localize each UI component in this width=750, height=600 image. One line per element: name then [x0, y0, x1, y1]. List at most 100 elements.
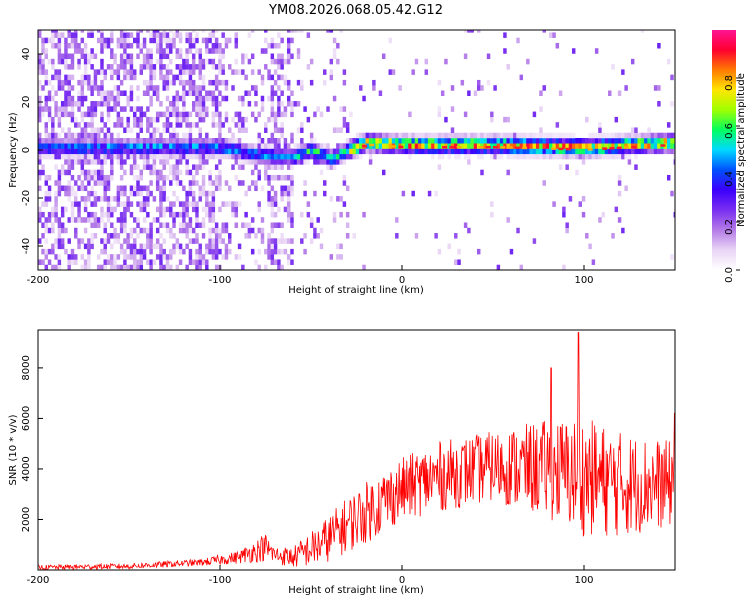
spectrogram-cell: [70, 32, 75, 38]
spectrogram-cell: [359, 85, 363, 91]
spectrogram-cell: [522, 132, 527, 139]
spectrogram-cell: [182, 143, 186, 149]
spectrogram-cell: [201, 58, 206, 65]
spectrogram-cell: [326, 159, 330, 165]
spectrogram-cell: [103, 222, 107, 228]
x-tick-label: 0: [399, 275, 405, 286]
spectrogram-cell: [116, 138, 121, 144]
spectrogram-cell: [119, 264, 124, 270]
spectrogram-cell: [218, 148, 222, 155]
spectrogram-cell: [513, 138, 517, 144]
spectrogram-cell: [155, 148, 160, 155]
spectrogram-cell: [41, 153, 45, 160]
spectrogram-cell: [116, 90, 121, 96]
spectrogram-cell: [558, 148, 563, 155]
spectrogram-cell: [129, 164, 134, 170]
spectrogram-cell: [277, 95, 281, 102]
spectrogram-cell: [96, 127, 101, 133]
spectrogram-cell: [267, 69, 271, 75]
spectrogram-cell: [447, 148, 451, 155]
spectrogram-cell: [545, 143, 550, 149]
spectrogram-cell: [185, 64, 189, 70]
spectrogram-cell: [159, 248, 163, 255]
spectrogram-cell: [133, 254, 137, 260]
spectrogram-cell: [51, 116, 55, 123]
spectrogram-cell: [198, 164, 202, 170]
spectrogram-cell: [260, 148, 265, 155]
spectrogram-cell: [260, 227, 265, 234]
spectrogram-cell: [90, 211, 94, 218]
spectrogram-cell: [93, 138, 98, 144]
spectrogram-cell: [67, 111, 71, 118]
spectrogram-cell: [565, 222, 569, 228]
spectrogram-cell: [290, 222, 294, 228]
spectrogram-cell: [188, 153, 193, 160]
spectrogram-cell: [283, 190, 288, 197]
spectrogram-cell: [257, 132, 261, 139]
spectrogram-cell: [44, 138, 49, 144]
spectrogram-cell: [309, 138, 314, 144]
spectrogram-cell: [195, 233, 199, 239]
spectrogram-cell: [421, 132, 425, 139]
spectrogram-cell: [467, 90, 471, 96]
spectrogram-cell: [77, 148, 81, 155]
spectrogram-cell: [378, 90, 383, 96]
spectrogram-cell: [470, 143, 474, 149]
spectrogram-cell: [250, 153, 255, 160]
spectrogram-cell: [103, 185, 107, 192]
spectrogram-cell: [313, 159, 317, 165]
spectrogram-cell: [100, 48, 104, 54]
spectrogram-cell: [273, 190, 278, 197]
spectrogram-cell: [408, 148, 412, 155]
spectrogram-cell: [644, 143, 648, 149]
spectrogram-cell: [214, 254, 219, 260]
spectrogram-cell: [247, 58, 252, 65]
spectrogram-cell: [185, 190, 189, 197]
spectrogram-cell: [457, 138, 461, 144]
spectrogram-cell: [214, 79, 219, 86]
spectrogram-cell: [191, 196, 196, 202]
spectrogram-cell: [270, 159, 275, 165]
spectrogram-ridge-peak: [587, 148, 593, 151]
spectrogram-cell: [273, 42, 278, 49]
spectrogram-cell: [44, 190, 49, 197]
spectrogram-cell: [133, 106, 137, 112]
spectrogram-cell: [506, 143, 510, 149]
spectrogram-cell: [93, 180, 98, 186]
spectrogram-cell: [106, 196, 111, 202]
spectrogram-cell: [188, 127, 193, 133]
spectrogram-cell: [201, 138, 206, 144]
spectrogram-cell: [90, 132, 94, 139]
spectrogram-cell: [64, 159, 68, 165]
spectrogram-cell: [666, 138, 671, 144]
spectrogram-cell: [280, 122, 284, 128]
spectrogram-cell: [119, 243, 124, 250]
spectrogram-cell: [93, 53, 98, 60]
spectrogram-cell: [526, 148, 530, 155]
spectrogram-cell: [100, 127, 104, 133]
spectrogram-cell: [601, 143, 605, 149]
spectrogram-cell: [214, 74, 219, 81]
spectrogram-cell: [581, 211, 586, 218]
spectrogram-cell: [381, 148, 386, 155]
spectrogram-cell: [47, 95, 52, 102]
spectrogram-cell: [51, 211, 55, 218]
spectrogram-cell: [80, 74, 85, 81]
spectrogram-cell: [74, 233, 78, 239]
spectrogram-cell: [38, 30, 42, 33]
spectrogram-cell: [41, 111, 45, 118]
spectrogram-cell: [139, 243, 144, 250]
spectrogram-cell: [182, 201, 186, 207]
spectrogram-cell: [588, 143, 592, 149]
spectrogram-cell: [336, 127, 340, 133]
spectrogram-cell: [185, 132, 189, 139]
spectrogram-cell: [113, 53, 117, 60]
spectrogram-cell: [198, 196, 202, 202]
spectrogram-cell: [476, 138, 481, 144]
spectrogram-cell: [178, 227, 183, 234]
spectrogram-cell: [264, 30, 268, 33]
spectrogram-cell: [617, 180, 622, 186]
spectrogram-cell: [159, 48, 163, 54]
spectrogram-cell: [149, 95, 153, 102]
spectrogram-cell: [133, 148, 137, 155]
